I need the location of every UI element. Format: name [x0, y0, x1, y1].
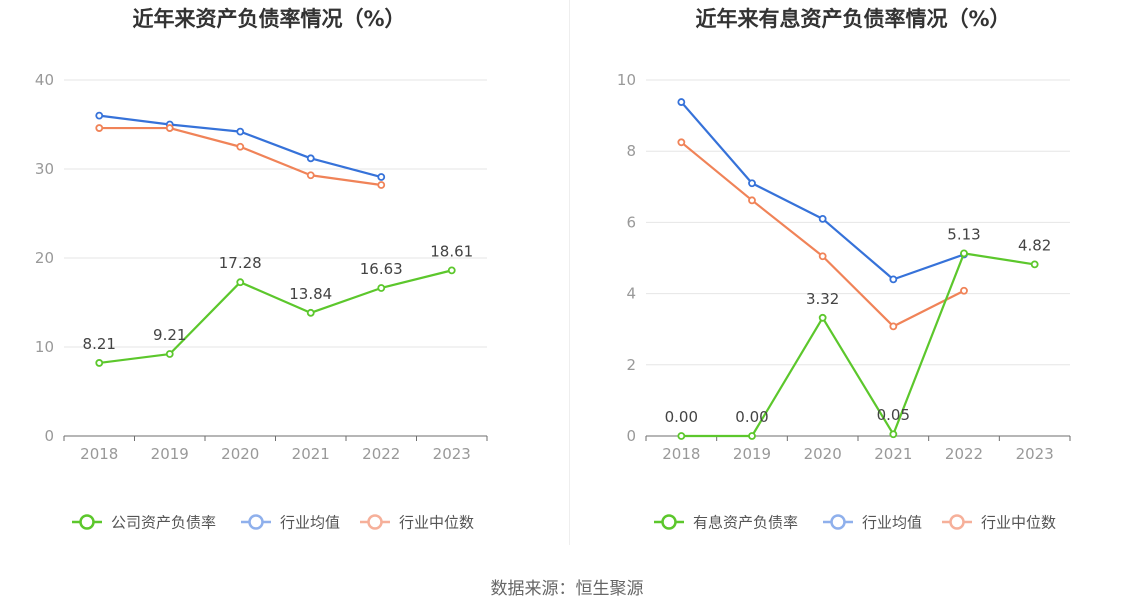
- data-source-text: 数据来源：恒生聚源: [490, 579, 644, 599]
- data-point: [677, 138, 686, 147]
- data-point: [818, 214, 827, 223]
- legend-label: 公司资产负债率: [111, 514, 216, 532]
- data-point: [818, 313, 827, 322]
- x-tick-label: 2022: [362, 445, 400, 463]
- data-label: 4.82: [1018, 236, 1051, 254]
- legend-marker: [248, 514, 264, 530]
- data-label: 5.13: [947, 225, 980, 243]
- data-point: [447, 266, 456, 275]
- data-point: [889, 275, 898, 284]
- chart-left-asset-liability: 近年来资产负债率情况（%） 0 10 20 30 40 2018 2019 2020 2021 20…: [35, 7, 488, 532]
- y-tick-label: 2: [626, 356, 636, 374]
- x-tick-label: 2021: [292, 445, 330, 463]
- data-label: 0.05: [877, 406, 910, 424]
- legend-marker: [79, 514, 95, 530]
- data-label: 0.00: [735, 408, 768, 426]
- data-point: [677, 98, 686, 106]
- series-line: [99, 269, 453, 365]
- data-point: [165, 124, 174, 132]
- data-point: [377, 284, 386, 292]
- data-label: 3.32: [806, 290, 839, 308]
- legend-label: 行业均值: [280, 514, 340, 532]
- x-tick-label: 2019: [151, 445, 189, 463]
- legend-label: 有息资产负债率: [693, 514, 798, 532]
- y-tick-label: 40: [35, 71, 54, 89]
- data-point: [748, 196, 756, 205]
- data-point: [95, 359, 104, 367]
- legend-label: 行业均值: [862, 514, 922, 532]
- x-tick-label: 2023: [433, 445, 471, 463]
- data-label: 18.61: [430, 242, 473, 260]
- legend-marker: [367, 514, 383, 530]
- data-label: 8.21: [83, 335, 116, 353]
- data-point: [377, 181, 386, 189]
- y-tick-label: 10: [617, 71, 636, 89]
- x-tick-label: 2019: [733, 445, 771, 463]
- x-tick-label: 2018: [662, 445, 700, 463]
- chart-divider: [569, 0, 570, 545]
- data-point: [165, 350, 174, 358]
- data-point: [306, 171, 315, 180]
- y-tick-label: 20: [35, 249, 54, 267]
- x-tick-label: 2023: [1016, 445, 1054, 463]
- legend-marker: [830, 514, 846, 530]
- data-label: 0.00: [665, 408, 698, 426]
- legend-label: 行业中位数: [981, 514, 1056, 532]
- y-tick-label: 30: [35, 160, 54, 178]
- data-point: [677, 432, 686, 440]
- y-tick-label: 0: [44, 427, 54, 445]
- data-point: [95, 124, 104, 132]
- data-point: [818, 252, 827, 261]
- series-line: [681, 252, 1035, 438]
- data-point: [306, 308, 315, 317]
- chart-title: 近年来资产负债率情况（%）: [132, 7, 405, 31]
- data-label: 9.21: [153, 326, 186, 344]
- legend-marker: [661, 514, 677, 530]
- data-point: [236, 127, 245, 136]
- legend-marker: [949, 514, 965, 530]
- x-tick-label: 2021: [874, 445, 912, 463]
- y-tick-label: 10: [35, 338, 54, 356]
- chart-title: 近年来有息资产负债率情况（%）: [695, 7, 1010, 31]
- x-tick-label: 2020: [221, 445, 259, 463]
- y-tick-label: 4: [626, 285, 636, 303]
- data-point: [377, 173, 386, 181]
- data-label: 16.63: [360, 260, 403, 278]
- data-point: [236, 142, 245, 151]
- series-line: [99, 126, 382, 187]
- data-point: [960, 249, 968, 258]
- data-point: [889, 430, 898, 439]
- x-tick-label: 2020: [804, 445, 842, 463]
- data-point: [960, 286, 968, 295]
- data-point: [1030, 260, 1039, 269]
- data-label: 13.84: [289, 285, 332, 303]
- y-tick-label: 8: [626, 142, 636, 160]
- x-tick-label: 2022: [945, 445, 983, 463]
- x-tick-label: 2018: [80, 445, 118, 463]
- y-tick-label: 6: [626, 213, 636, 231]
- data-point: [748, 179, 756, 188]
- chart-right-interest-bearing-liability: 近年来有息资产负债率情况（%） 0 2 4 6 8 10 2018 2019 2020 2021 20…: [617, 7, 1071, 532]
- data-point: [748, 432, 756, 440]
- y-tick-label: 0: [626, 427, 636, 445]
- data-point: [236, 278, 245, 287]
- data-point: [889, 322, 898, 331]
- data-point: [95, 111, 104, 120]
- legend-label: 行业中位数: [399, 514, 474, 532]
- data-label: 17.28: [219, 254, 262, 272]
- data-point: [306, 154, 315, 163]
